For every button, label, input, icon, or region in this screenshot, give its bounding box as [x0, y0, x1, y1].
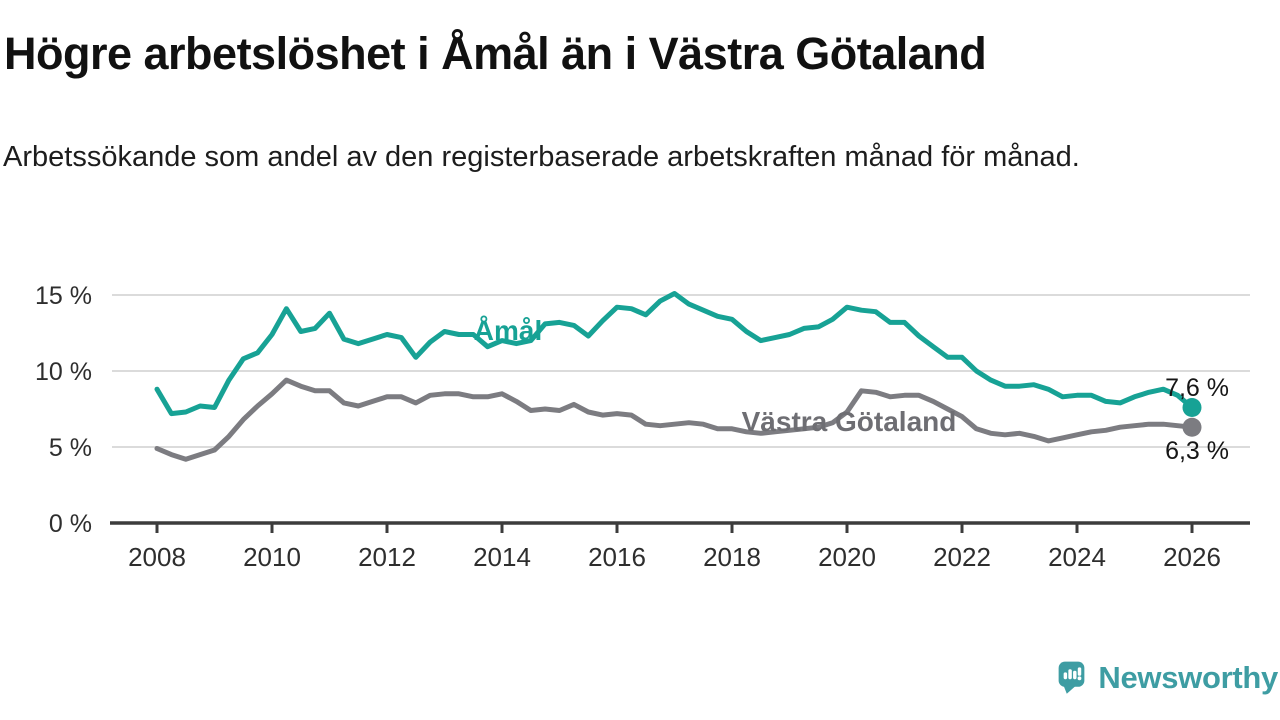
- series-line-1: [154, 377, 1195, 462]
- logo-exclamation-dot: [1077, 676, 1082, 681]
- y-tick-label-10: 10 %: [35, 358, 92, 386]
- newsworthy-logo: Newsworthy: [1058, 650, 1278, 706]
- newsworthy-logo-text: Newsworthy: [1098, 660, 1278, 695]
- x-tick-label-2020: 2020: [818, 542, 876, 572]
- x-tick-label-2022: 2022: [933, 542, 991, 572]
- y-tick-label-5: 5 %: [49, 434, 92, 462]
- x-tick-label-2018: 2018: [703, 542, 761, 572]
- logo-bar-medium: [1073, 670, 1077, 680]
- series-label-1: Västra Götaland: [742, 406, 957, 437]
- series-end-value-0: 7,6 %: [1165, 374, 1229, 402]
- x-tick-label-2008: 2008: [128, 542, 186, 572]
- logo-exclamation-bar: [1077, 667, 1082, 676]
- y-tick-label-0: 0 %: [49, 510, 92, 538]
- series-label-0: Åmål: [474, 315, 542, 346]
- series-end-dot-0: [1182, 397, 1202, 417]
- newsworthy-logo-icon: [1058, 661, 1085, 694]
- series-line-0: [154, 291, 1195, 417]
- x-tick-label-2024: 2024: [1048, 542, 1106, 572]
- y-tick-label-15: 15 %: [35, 282, 92, 310]
- x-tick-label-2026: 2026: [1163, 542, 1221, 572]
- series-end-dot-1: [1182, 417, 1202, 437]
- x-tick-label-2012: 2012: [358, 542, 416, 572]
- x-tick-label-2016: 2016: [588, 542, 646, 572]
- series-end-value-1: 6,3 %: [1165, 437, 1229, 465]
- logo-bar-short: [1063, 672, 1068, 680]
- x-tick-label-2010: 2010: [243, 542, 301, 572]
- logo-bar-tall: [1068, 669, 1072, 680]
- x-tick-label-2014: 2014: [473, 542, 531, 572]
- chart-subtitle: Arbetssökande som andel av den registerb…: [3, 141, 1080, 173]
- chart-title: Högre arbetslöshet i Åmål än i Västra Gö…: [4, 28, 987, 79]
